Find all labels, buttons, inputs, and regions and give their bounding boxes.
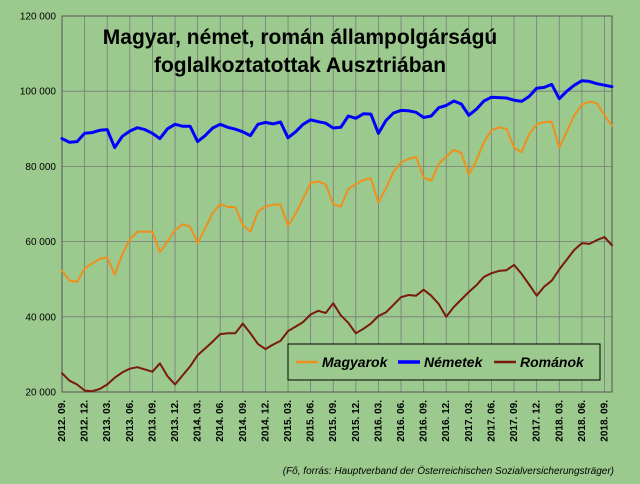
y-tick-label: 40 000: [25, 312, 56, 323]
x-tick-label: 2018. 06.: [577, 400, 588, 442]
x-tick-label: 2014. 06.: [215, 400, 226, 442]
legend-label: Románok: [520, 354, 585, 370]
grid: [61, 15, 612, 393]
x-tick-label: 2014. 12.: [260, 400, 271, 442]
y-tick-label: 20 000: [25, 388, 56, 399]
plot-frame: [61, 15, 613, 393]
x-tick-label: 2016. 12.: [441, 400, 452, 442]
legend-box: [287, 343, 601, 381]
x-tick-label: 2017. 09.: [509, 400, 520, 442]
x-tick-label: 2012. 09.: [57, 400, 68, 442]
series-lines: [60, 79, 614, 393]
x-tick-label: 2015. 09.: [328, 400, 339, 442]
x-tick-label: 2017. 12.: [532, 400, 543, 442]
y-tick-label: 100 000: [20, 87, 57, 98]
y-tick-label: 60 000: [25, 237, 56, 248]
legend-label: Magyarok: [322, 354, 389, 370]
chart-title-line-2: foglalkoztatottak Ausztriában: [154, 54, 446, 77]
source-note: (Fő, forrás: Hauptverband der Österreich…: [283, 465, 614, 477]
x-tick-label: 2012. 12.: [80, 400, 91, 442]
x-tick-label: 2015. 06.: [306, 400, 317, 442]
x-tick-label: 2013. 12.: [170, 400, 181, 442]
x-tick-label: 2018. 09.: [599, 400, 610, 442]
legend: Magyarok Németek Románok: [287, 343, 601, 381]
x-tick-label: 2016. 09.: [419, 400, 430, 442]
legend-label: Németek: [424, 354, 484, 370]
series-line-románok: [61, 236, 613, 393]
x-tick-label: 2016. 03.: [373, 400, 384, 442]
x-tick-label: 2015. 03.: [283, 400, 294, 442]
x-tick-label: 2014. 09.: [238, 400, 249, 442]
y-tick-label: 80 000: [25, 162, 56, 173]
x-tick-label: 2018. 03.: [554, 400, 565, 442]
x-tick-label: 2015. 12.: [351, 400, 362, 442]
x-tick-label: 2016. 06.: [396, 400, 407, 442]
series-line-magyarok: [61, 100, 613, 283]
x-tick-label: 2013. 09.: [147, 400, 158, 442]
axes: 20 000 40 000 60 000 80 000 100 000 120 000 20…: [20, 12, 613, 442]
x-tick-label: 2013. 03.: [102, 400, 113, 442]
x-tick-label: 2017. 06.: [486, 400, 497, 442]
series-line-németek: [60, 79, 614, 150]
x-tick-label: 2017. 03.: [464, 400, 475, 442]
chart-title-line-1: Magyar, német, román állampolgárságú: [103, 26, 497, 49]
y-tick-label: 120 000: [20, 12, 57, 23]
x-tick-label: 2013. 06.: [125, 400, 136, 442]
x-tick-label: 2014. 03.: [193, 400, 204, 442]
